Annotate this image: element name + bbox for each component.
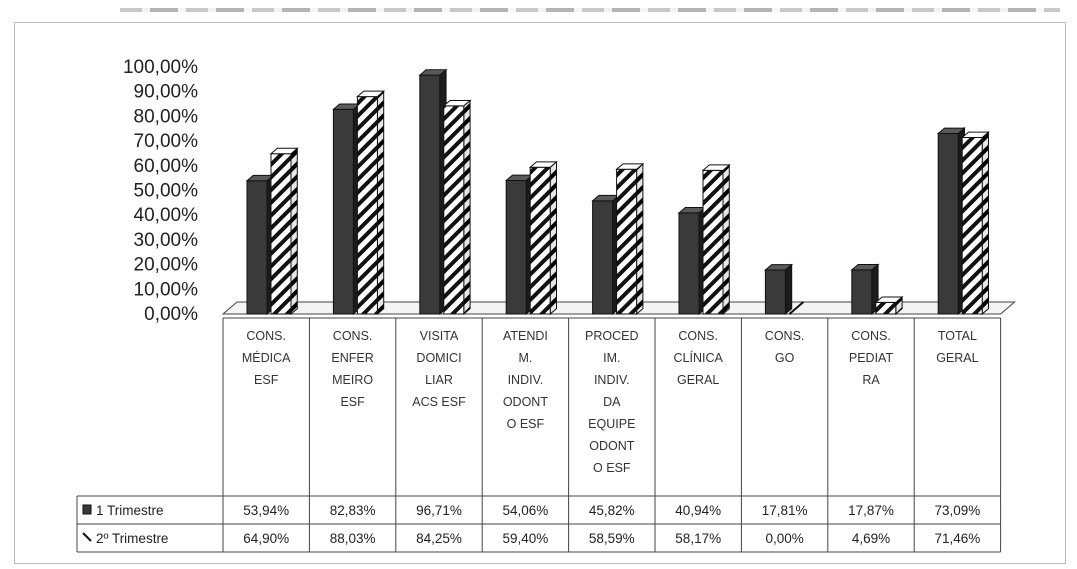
- data-cell-value: 58,59%: [589, 531, 635, 546]
- legend-series-name: 1 Trimestre: [96, 503, 164, 518]
- bar-front: [506, 180, 526, 314]
- category-label: CONS. ENFER MEIRO ESF: [331, 329, 373, 409]
- bar-series1: [852, 264, 878, 314]
- y-tick-label: 80,00%: [134, 106, 199, 127]
- y-tick-label: 20,00%: [134, 255, 199, 276]
- bar-front: [271, 154, 291, 314]
- y-tick-label: 30,00%: [134, 230, 199, 251]
- data-cell-value: 58,17%: [675, 531, 721, 546]
- y-tick-label: 90,00%: [134, 82, 199, 103]
- data-cell-value: 64,90%: [243, 531, 289, 546]
- data-table: CONS. MÉDICA ESF CONS. ENFER MEIRO ESF VISITA DO…: [77, 318, 1001, 552]
- category-label: CONS. MÉDICA ESF: [242, 329, 291, 387]
- bar-front: [703, 170, 723, 314]
- bar-front: [444, 106, 464, 314]
- y-tick-label: 40,00%: [134, 205, 199, 226]
- y-tick-label: 60,00%: [134, 156, 199, 177]
- data-cell-value: 45,82%: [589, 503, 635, 518]
- bar-series2: [617, 164, 643, 314]
- y-tick-label: 50,00%: [134, 181, 199, 202]
- bar-series1: [333, 104, 359, 314]
- data-cell-value: 73,09%: [935, 503, 981, 518]
- bar-front: [852, 270, 872, 314]
- data-cell-value: 54,06%: [503, 503, 549, 518]
- category-label: CONS. PEDIAT RA: [849, 329, 894, 387]
- bar-front: [420, 75, 440, 314]
- legend-key-series1: [83, 505, 91, 514]
- y-tick-label: 70,00%: [134, 131, 199, 152]
- data-cell-value: 71,46%: [935, 531, 981, 546]
- bar-front: [333, 109, 353, 314]
- bar-series1: [765, 265, 791, 314]
- data-cell-value: 0,00%: [765, 531, 803, 546]
- bar-series2: [271, 148, 297, 314]
- category-label: CONS. CLÍNICA GERAL: [674, 329, 724, 387]
- legend-series-name: 2º Trimestre: [96, 531, 168, 546]
- data-cell-value: 4,69%: [852, 531, 890, 546]
- bar-side: [291, 148, 297, 314]
- bar-side: [723, 165, 729, 314]
- y-tick-label: 100,00%: [123, 57, 198, 78]
- bar-series1: [938, 128, 964, 314]
- category-label: TOTAL GERAL: [936, 329, 978, 365]
- bar-front: [679, 213, 699, 314]
- bar-series1: [420, 70, 446, 314]
- y-tick-label: 0,00%: [144, 304, 198, 325]
- data-cell-value: 53,94%: [243, 503, 289, 518]
- bar-front: [765, 270, 785, 314]
- bar-front: [938, 133, 958, 314]
- data-cell-value: 40,94%: [675, 503, 721, 518]
- bar-side: [637, 164, 643, 314]
- data-cell-value: 96,71%: [416, 503, 462, 518]
- bar-series1: [247, 175, 273, 314]
- bar-side: [785, 265, 791, 314]
- bar-side: [464, 101, 470, 314]
- data-cell-value: 59,40%: [503, 531, 549, 546]
- bar-front: [876, 302, 896, 314]
- bar-series2: [444, 101, 470, 314]
- bar-side: [377, 91, 383, 314]
- bar-series2: [962, 132, 988, 314]
- bar-front: [247, 181, 267, 314]
- data-cell-value: 17,87%: [848, 503, 894, 518]
- bar-series2: [876, 297, 902, 314]
- bars: [247, 70, 989, 314]
- bar-series2: [357, 91, 383, 314]
- data-cell-value: 17,81%: [762, 503, 808, 518]
- bar-series2: [703, 165, 729, 314]
- data-cell-value: 82,83%: [330, 503, 376, 518]
- y-tick-label: 10,00%: [134, 279, 199, 300]
- data-cell-value: 84,25%: [416, 531, 462, 546]
- bar-series1: [506, 175, 532, 314]
- bar-side: [550, 162, 556, 314]
- bar-front: [593, 201, 613, 314]
- bar-front: [962, 137, 982, 314]
- legend-key-series2: [83, 533, 91, 541]
- bar-front: [357, 97, 377, 314]
- bar-front: [617, 169, 637, 314]
- y-axis: 100,00% 90,00% 80,00% 70,00% 60,00% 50,00% 40,…: [123, 57, 198, 325]
- bar-series1: [593, 195, 619, 314]
- bar-series1: [679, 207, 705, 314]
- category-label: PROCED IM. INDIV. DA EQUIPE ODONT O ESF: [585, 329, 638, 475]
- category-label: CONS. GO: [765, 329, 805, 365]
- category-label: ATENDI M. INDIV. ODONT O ESF: [503, 329, 549, 431]
- bar-series2: [530, 162, 556, 314]
- category-label: VISITA DOMICI LIAR ACS ESF: [412, 329, 466, 409]
- bar-side: [982, 132, 988, 314]
- bar-front: [530, 167, 550, 314]
- data-cell-value: 88,03%: [330, 531, 376, 546]
